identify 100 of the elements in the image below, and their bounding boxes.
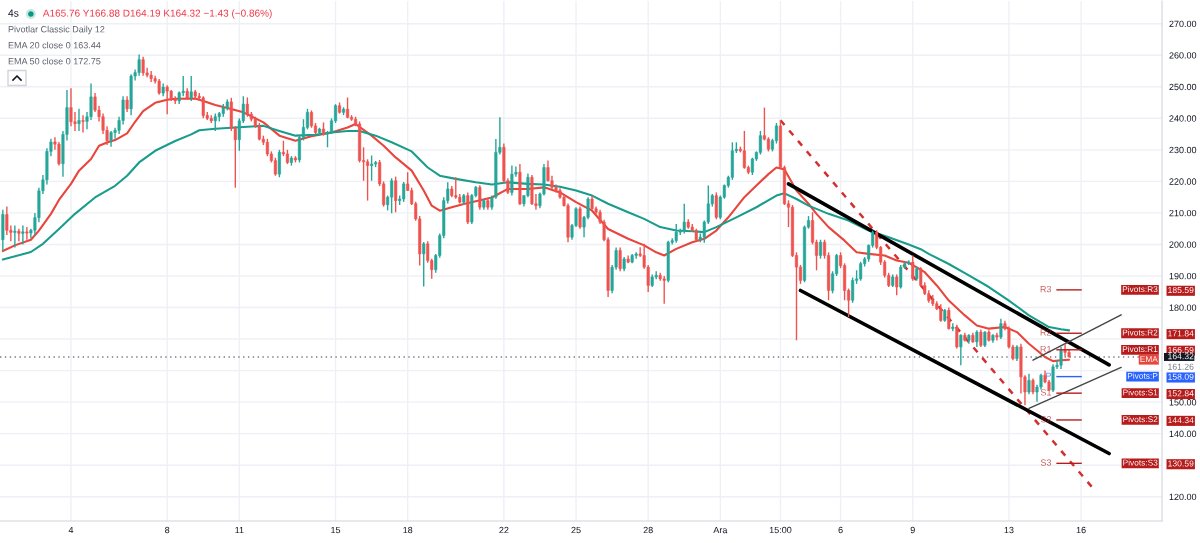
legend-label: Pivots:P [1127,372,1158,379]
candlestick [394,175,398,213]
y-tick-label: 180.00 [1169,304,1197,311]
x-tick-label: 4 [68,526,74,534]
annotation: P [1046,372,1051,379]
y-tick-label: 140.00 [1169,430,1197,438]
candlestick [859,261,863,282]
y-tick-label: 250.00 [1169,83,1197,91]
candlestick [317,127,322,137]
y-tick-label: 150.00 [1169,399,1197,406]
candlestick [819,239,823,260]
candlestick [618,246,622,272]
legend-label: Pivots:R2 [1122,329,1158,336]
candlestick [57,141,61,167]
candlestick [955,324,959,350]
annotation: R1 [1040,345,1052,353]
candlestick [682,203,686,235]
candlestick [951,322,955,332]
candlestick [141,56,145,77]
candlestick [165,84,169,115]
candlestick [137,53,141,77]
y-tick-label: 260.00 [1169,52,1197,59]
y-tick-label: 220.00 [1169,178,1197,185]
candlestick [189,75,193,102]
candlestick [478,184,482,211]
legend-label: Pivots:R1 [1122,345,1158,353]
y-tick-label: 120.00 [1169,493,1197,501]
text: 4s [8,9,19,17]
legend-label: Pivots:S3 [1123,459,1158,466]
candlestick [1027,373,1031,395]
x-tick-label: 25 [571,526,581,534]
candlestick [17,227,21,242]
y2-tick-label: 185.59 [1168,286,1194,294]
y2-tick-label: 130.59 [1168,460,1194,467]
x-tick-label: 9 [910,526,915,534]
x-tick-label: 28 [643,526,653,534]
candlestick [390,177,394,214]
annotation: EMA 20 close 0 163.44 [8,41,101,49]
candlestick [959,333,963,366]
annotation: R2 [1040,329,1052,336]
candlestick [1059,346,1063,370]
candlestick [911,254,915,282]
x-tick-label: 16 [1076,526,1086,534]
y2-tick-label: 152.84 [1168,390,1194,397]
candlestick [81,114,85,134]
candlestick [947,306,951,331]
candlestick [995,332,999,342]
x-tick-label: 11 [235,526,244,534]
candlestick [578,205,582,230]
x-tick-label: Ara [713,526,728,534]
candlestick [662,275,666,305]
y-tick-label: 230.00 [1169,146,1197,154]
y-tick-label: 200.00 [1169,241,1197,248]
candlestick [366,158,370,202]
x-tick-label: 22 [499,526,509,534]
y-tick-label: 210.00 [1169,209,1197,217]
candlestick [899,264,903,290]
candlestick [69,87,73,127]
candlestick [370,154,374,182]
candlestick [999,318,1003,340]
y2-tick-label: 144.34 [1168,417,1194,424]
y2-tick-label: 166.59 [1168,346,1194,354]
candlestick [21,224,25,246]
annotation: S3 [1040,459,1052,466]
x-tick-label: 6 [838,526,843,534]
candlestick [758,130,762,156]
candlestick [422,241,426,288]
candlestick [77,108,81,132]
candlestick [25,226,29,241]
candlestick [1051,363,1055,393]
y2-tick-label: 158.09 [1168,373,1194,380]
candlestick [245,96,249,118]
candlestick [895,273,899,296]
ref-line-label: 164.32 [1168,353,1194,360]
text: A165.76 Y166.88 D164.19 K164.32 −1.43 (−0.86%) [42,9,272,19]
annotation: EMA 50 close 0 172.75 [8,57,101,65]
candlestick [454,176,458,200]
y2-tick-label: 171.84 [1168,330,1194,337]
legend-label: Pivots:S1 [1123,389,1158,396]
candlestick [510,164,514,197]
x-tick-label: 18 [403,526,413,534]
candlestick [277,149,281,178]
candlestick [851,276,855,304]
y-tick-label: 190.00 [1169,272,1197,280]
x-tick-label: 15:00 [769,526,792,534]
y-tick-label: 240.00 [1169,115,1197,122]
candlestick [13,224,17,249]
legend-label: Pivots:S2 [1123,416,1158,423]
legend-label: Pivots:R3 [1122,286,1158,293]
candlestick [674,223,678,244]
x-tick-label: 8 [165,526,170,534]
candlestick [402,181,406,203]
y2-tick-label: 161.26 [1168,363,1194,370]
candlestick [714,191,718,220]
candlestick [201,95,205,120]
x-tick-label: 13 [1004,526,1014,534]
annotation: R3 [1040,285,1052,293]
text: EMA [1140,356,1158,362]
y-tick-label: 270.00 [1169,20,1197,28]
annotation: Pivotlar Classic Daily 12 [8,25,105,35]
